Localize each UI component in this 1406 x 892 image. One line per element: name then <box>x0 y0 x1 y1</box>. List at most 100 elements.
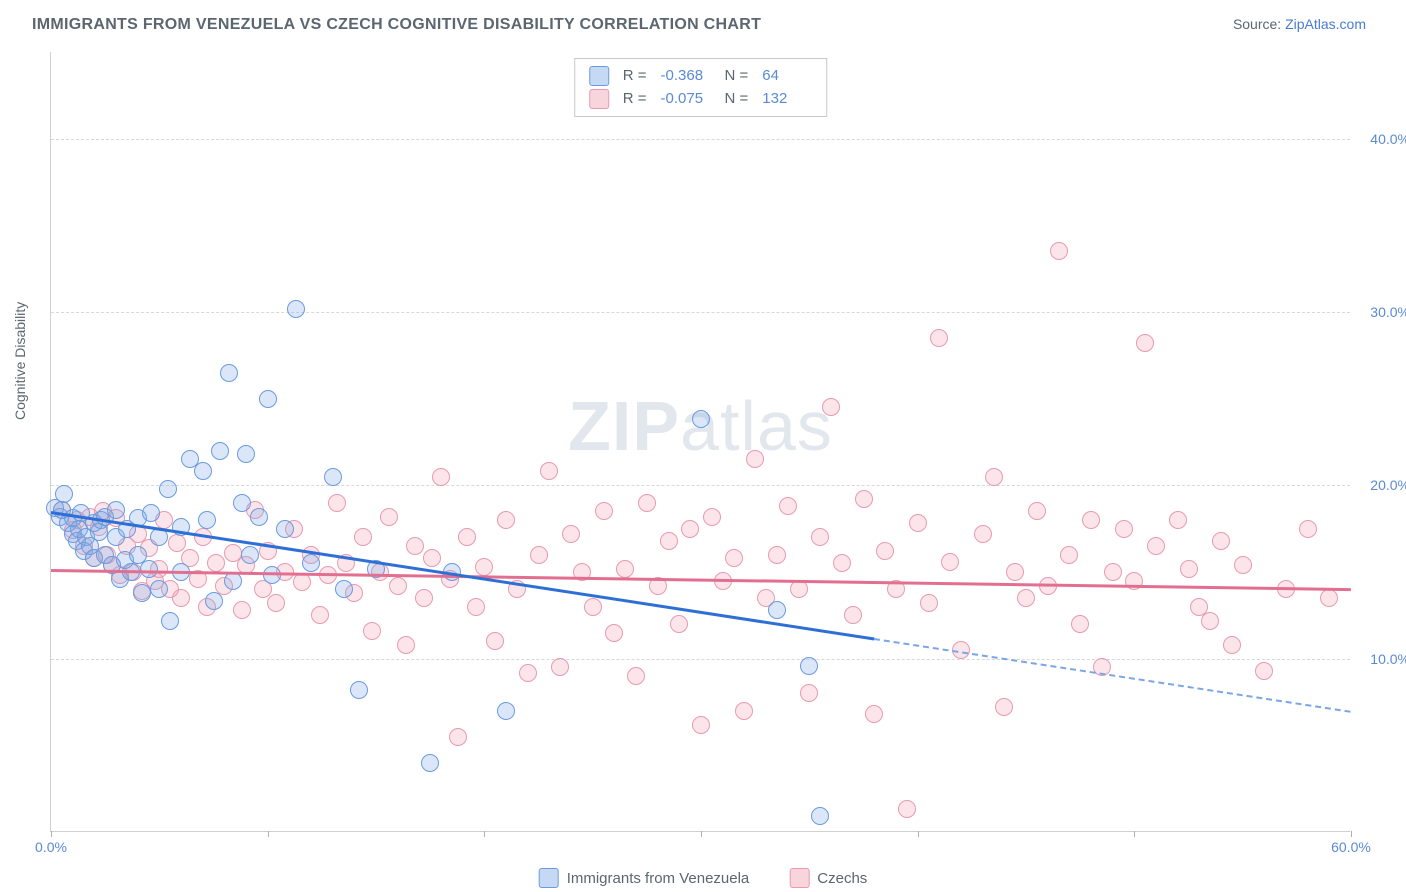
scatter-point <box>311 606 329 624</box>
scatter-point <box>406 537 424 555</box>
legend-label-blue: Immigrants from Venezuela <box>567 870 750 887</box>
scatter-point <box>1028 502 1046 520</box>
scatter-point <box>161 612 179 630</box>
scatter-point <box>287 300 305 318</box>
scatter-point <box>584 598 602 616</box>
scatter-point <box>233 494 251 512</box>
scatter-point <box>263 566 281 584</box>
xtick <box>918 831 919 837</box>
scatter-point <box>354 528 372 546</box>
scatter-point <box>768 601 786 619</box>
ytick-label: 20.0% <box>1355 477 1406 493</box>
gridline-h <box>51 659 1350 660</box>
swatch-blue-icon <box>589 66 609 86</box>
scatter-point <box>985 468 1003 486</box>
stats-box: R = -0.368 N = 64 R = -0.075 N = 132 <box>574 58 828 117</box>
ytick-label: 30.0% <box>1355 304 1406 320</box>
scatter-point <box>995 698 1013 716</box>
scatter-point <box>670 615 688 633</box>
scatter-point <box>241 546 259 564</box>
gridline-h <box>51 312 1350 313</box>
scatter-point <box>530 546 548 564</box>
n-label: N = <box>725 88 749 111</box>
scatter-point <box>380 508 398 526</box>
scatter-point <box>150 580 168 598</box>
scatter-point <box>168 534 186 552</box>
scatter-point <box>302 554 320 572</box>
r-label: R = <box>623 65 647 88</box>
scatter-point <box>211 442 229 460</box>
scatter-point <box>768 546 786 564</box>
legend-bottom: Immigrants from Venezuela Czechs <box>539 868 868 888</box>
xtick <box>51 831 52 837</box>
n-label: N = <box>725 65 749 88</box>
chart-title: IMMIGRANTS FROM VENEZUELA VS CZECH COGNI… <box>32 16 761 34</box>
scatter-point <box>486 632 504 650</box>
xtick <box>1134 831 1135 837</box>
trend-line <box>51 569 1351 591</box>
scatter-point <box>746 450 764 468</box>
scatter-point <box>865 705 883 723</box>
scatter-point <box>475 558 493 576</box>
ytick-label: 10.0% <box>1355 651 1406 667</box>
stats-row-blue: R = -0.368 N = 64 <box>589 65 813 88</box>
scatter-point <box>415 589 433 607</box>
r-value-blue: -0.368 <box>661 65 711 88</box>
scatter-point <box>140 560 158 578</box>
scatter-point <box>432 468 450 486</box>
legend-label-pink: Czechs <box>817 870 867 887</box>
legend-item-pink: Czechs <box>789 868 867 888</box>
scatter-point <box>1320 589 1338 607</box>
scatter-point <box>1201 612 1219 630</box>
scatter-point <box>1071 615 1089 633</box>
scatter-point <box>159 480 177 498</box>
scatter-point <box>328 494 346 512</box>
n-value-blue: 64 <box>762 65 812 88</box>
scatter-point <box>497 702 515 720</box>
scatter-point <box>142 504 160 522</box>
scatter-point <box>540 462 558 480</box>
scatter-point <box>735 702 753 720</box>
scatter-point <box>293 573 311 591</box>
scatter-point <box>638 494 656 512</box>
gridline-h <box>51 139 1350 140</box>
scatter-point <box>1060 546 1078 564</box>
scatter-point <box>779 497 797 515</box>
source-prefix: Source: <box>1233 16 1285 32</box>
scatter-point <box>941 553 959 571</box>
source-label: Source: ZipAtlas.com <box>1233 16 1366 32</box>
scatter-point <box>1169 511 1187 529</box>
scatter-point <box>692 716 710 734</box>
scatter-point <box>259 390 277 408</box>
scatter-point <box>519 664 537 682</box>
plot-area: ZIPatlas R = -0.368 N = 64 R = -0.075 N … <box>50 52 1350 832</box>
r-label: R = <box>623 88 647 111</box>
scatter-point <box>276 520 294 538</box>
scatter-point <box>55 485 73 503</box>
scatter-point <box>1223 636 1241 654</box>
scatter-point <box>800 657 818 675</box>
scatter-point <box>237 445 255 463</box>
xtick <box>1351 831 1352 837</box>
scatter-point <box>811 528 829 546</box>
scatter-point <box>421 754 439 772</box>
scatter-point <box>449 728 467 746</box>
scatter-point <box>930 329 948 347</box>
scatter-point <box>497 511 515 529</box>
scatter-point <box>1006 563 1024 581</box>
scatter-point <box>1082 511 1100 529</box>
scatter-point <box>703 508 721 526</box>
source-link[interactable]: ZipAtlas.com <box>1285 16 1366 32</box>
scatter-point <box>822 398 840 416</box>
stats-row-pink: R = -0.075 N = 132 <box>589 88 813 111</box>
scatter-point <box>660 532 678 550</box>
scatter-point <box>335 580 353 598</box>
scatter-point <box>1255 662 1273 680</box>
scatter-point <box>811 807 829 825</box>
scatter-point <box>909 514 927 532</box>
scatter-point <box>1147 537 1165 555</box>
scatter-point <box>205 592 223 610</box>
y-axis-label: Cognitive Disability <box>12 302 28 420</box>
swatch-pink-icon <box>589 89 609 109</box>
gridline-h <box>51 485 1350 486</box>
